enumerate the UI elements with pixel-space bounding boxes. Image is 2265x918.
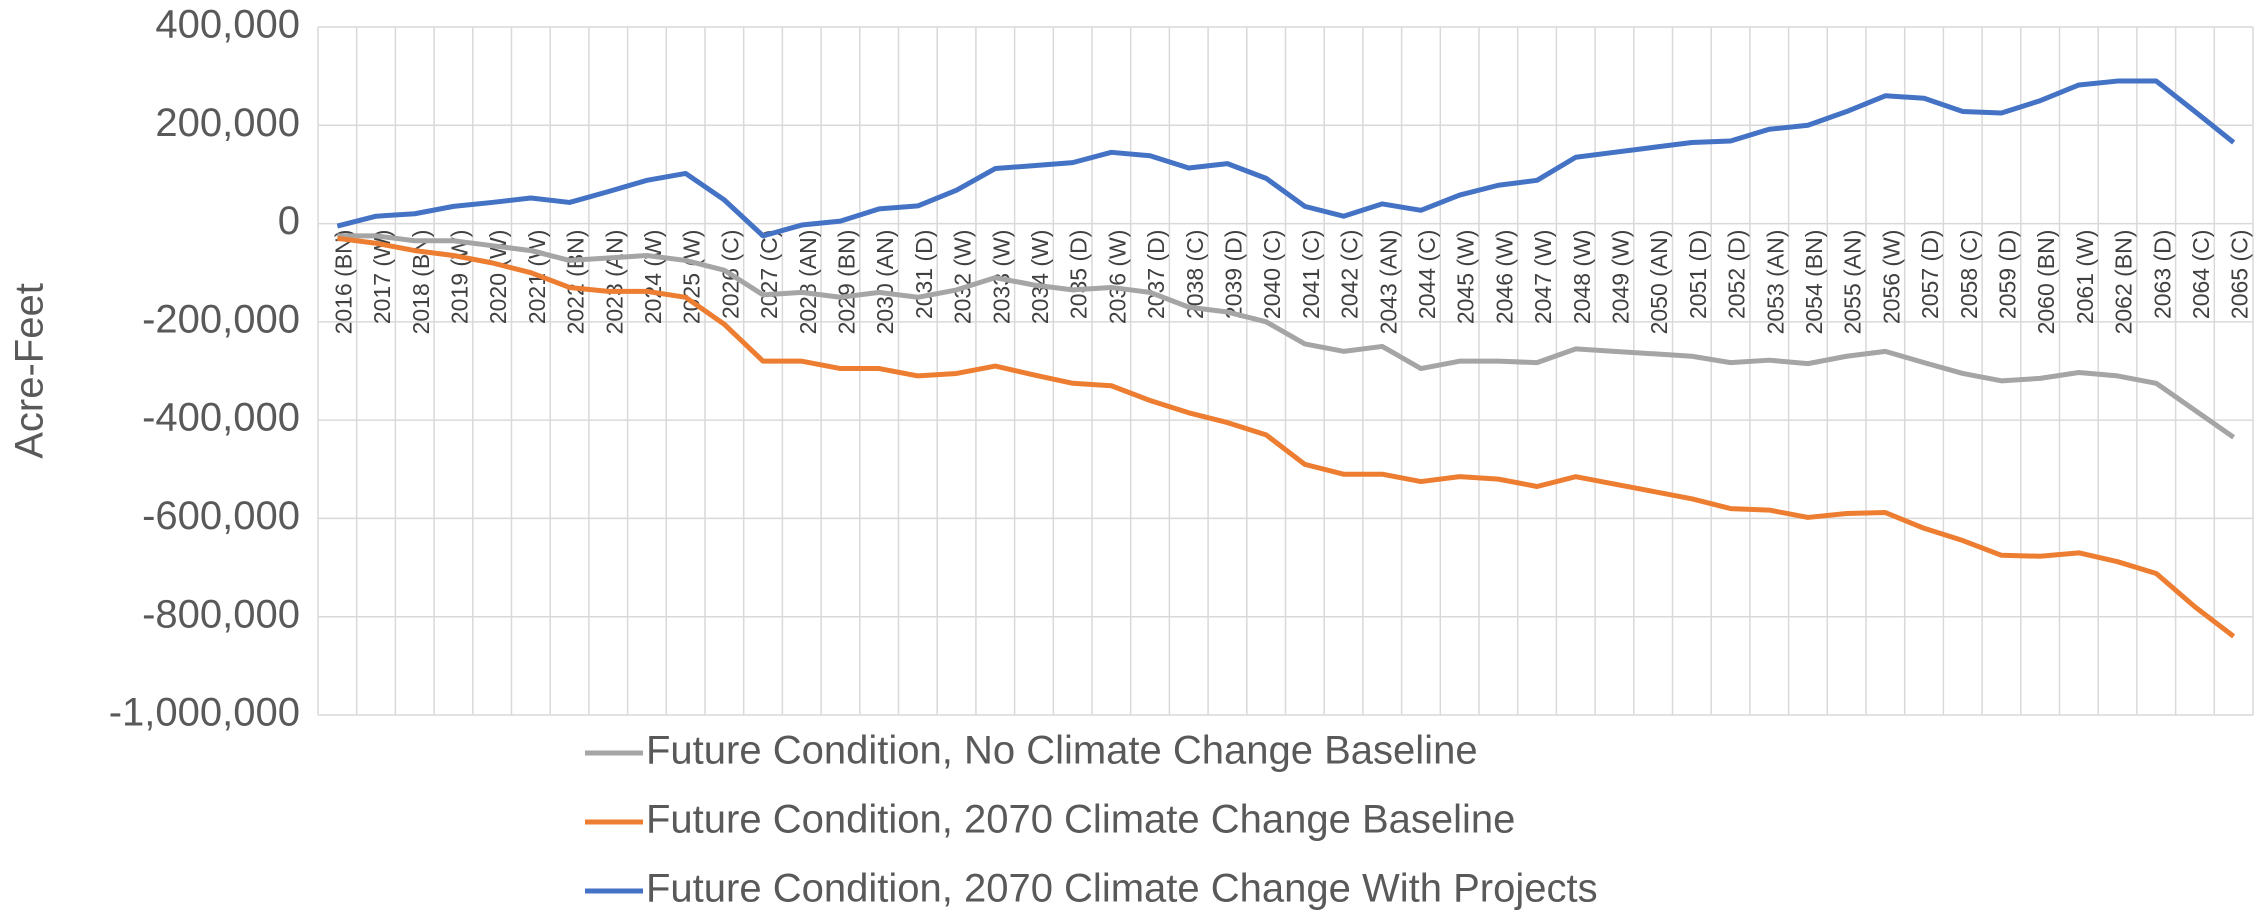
x-tick-label: 2043 (AN) [1375,230,1401,335]
y-tick-label: -400,000 [142,396,300,440]
x-tick-label: 2037 (D) [1143,230,1169,319]
x-tick-label: 2062 (BN) [2111,230,2137,335]
x-tick-label: 2065 (C) [2227,230,2253,319]
y-tick-label: 0 [278,199,300,243]
x-tick-label: 2061 (W) [2072,230,2098,325]
x-tick-label: 2036 (W) [1104,230,1130,325]
x-tick-label: 2030 (AN) [872,230,898,335]
y-tick-label: -800,000 [142,592,300,636]
x-tick-label: 2059 (D) [1995,230,2021,319]
x-tick-label: 2041 (C) [1298,230,1324,319]
y-tick-label: -600,000 [142,494,300,538]
x-tick-label: 2039 (D) [1221,230,1247,319]
x-tick-label: 2027 (C) [756,230,782,319]
x-tick-label: 2022 (BN) [563,230,589,335]
y-tick-label: -1,000,000 [109,691,300,735]
y-tick-label: 200,000 [155,101,300,145]
series-line [337,233,2236,440]
x-tick-label: 2019 (W) [447,230,473,325]
x-tick-label: 2057 (D) [1917,230,1943,319]
x-tick-label: 2045 (W) [1453,230,1479,325]
x-tick-label: 2016 (BN) [330,230,356,335]
x-tick-label: 2040 (C) [1259,230,1285,319]
x-tick-label: 2029 (BN) [834,230,860,335]
x-tick-label: 2018 (BN) [408,230,434,335]
x-tick-label: 2053 (AN) [1762,230,1788,335]
x-tick-label: 2054 (BN) [1801,230,1827,335]
x-tick-label: 2064 (C) [2188,230,2214,319]
x-tick-label: 2028 (AN) [795,230,821,335]
x-tick-label: 2051 (D) [1685,230,1711,319]
x-tick-label: 2023 (AN) [601,230,627,335]
x-tick-label: 2044 (C) [1414,230,1440,319]
x-tick-label: 2058 (C) [1956,230,1982,319]
series-line [336,78,2236,239]
x-tick-label: 2050 (AN) [1646,230,1672,335]
x-tick-label: 2035 (D) [1066,230,1092,319]
series-line [337,235,2236,639]
x-tick-label: 2055 (AN) [1840,230,1866,335]
x-tick-label: 2042 (C) [1337,230,1363,319]
y-tick-label: 400,000 [155,3,300,47]
x-tick-label: 2056 (W) [1878,230,1904,325]
x-tick-label: 2032 (W) [950,230,976,325]
x-tick-label: 2052 (D) [1724,230,1750,319]
x-tick-label: 2046 (W) [1491,230,1517,325]
legend-label: Future Condition, 2070 Climate Change Wi… [646,867,1598,911]
x-tick-label: 2048 (W) [1569,230,1595,325]
x-tick-label: 2049 (W) [1608,230,1634,325]
x-tick-label: 2034 (W) [1027,230,1053,325]
legend-label: Future Condition, No Climate Change Base… [646,729,1478,773]
x-tick-label: 2024 (W) [640,230,666,325]
y-tick-label: -200,000 [142,297,300,341]
y-axis-label: Acre-Feet [8,283,52,459]
x-tick-label: 2060 (BN) [2033,230,2059,335]
x-tick-label: 2063 (D) [2149,230,2175,319]
x-tick-label: 2031 (D) [911,230,937,319]
x-tick-label: 2047 (W) [1530,230,1556,325]
legend-label: Future Condition, 2070 Climate Change Ba… [646,798,1515,842]
